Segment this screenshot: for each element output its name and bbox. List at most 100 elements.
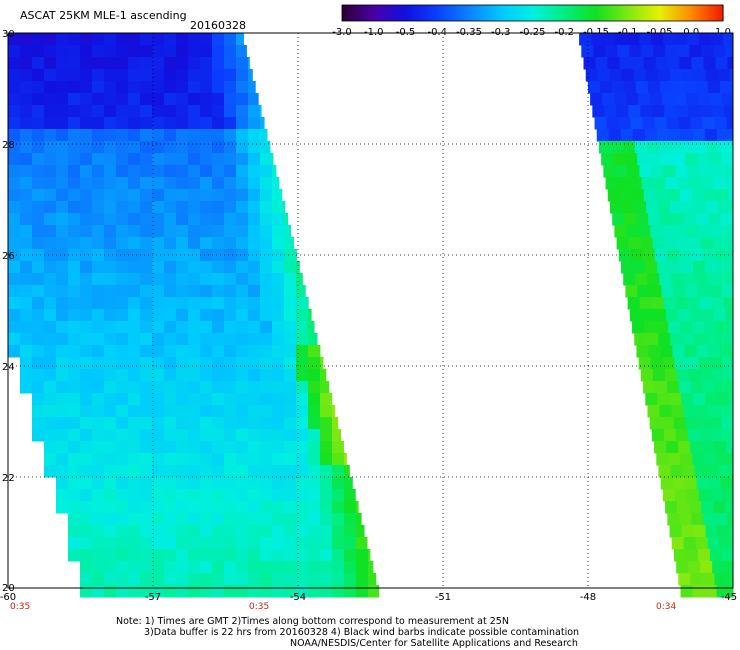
wind-cell [667,381,680,394]
wind-cell [212,285,225,298]
wind-cell [8,81,21,94]
wind-cell [663,297,677,310]
wind-cell [689,45,702,58]
wind-cell [678,573,691,586]
wind-cell [272,285,285,298]
wind-cell [128,237,141,250]
wind-cell [224,189,237,202]
wind-cell [591,33,604,46]
wind-cell [344,549,357,562]
wind-cell [44,177,57,190]
wind-cell [224,501,237,514]
colorbar-segment [500,5,534,21]
wind-cell [697,549,711,562]
wind-cell [691,57,705,70]
wind-cell [621,201,635,214]
wind-cell [80,105,93,118]
wind-cell [68,81,81,94]
wind-cell [236,309,249,322]
wind-cell [164,465,177,478]
wind-cell [104,309,117,322]
wind-cell [248,165,261,178]
wind-cell [68,537,81,550]
wind-cell [284,357,297,370]
wind-cell [80,537,93,550]
wind-cell [260,405,273,418]
wind-cell [44,309,57,322]
wind-cell [188,549,201,562]
wind-cell [188,93,201,106]
wind-cell [704,321,717,334]
wind-cell [80,417,93,430]
wind-cell [272,237,285,250]
wind-cell [284,501,297,514]
wind-cell [200,57,213,70]
wind-cell [128,321,141,334]
wind-cell [80,309,93,322]
wind-cell [188,321,201,334]
wind-cell [651,429,665,442]
wind-cell [128,513,141,526]
wind-cell [296,321,309,334]
wind-cell [236,501,249,514]
wind-cell [272,465,285,478]
wind-cell [726,249,734,262]
wind-cell [176,189,189,202]
wind-cell [272,201,285,214]
wind-cell [176,261,189,274]
wind-cell [20,57,33,70]
wind-cell [236,153,249,166]
wind-cell [176,549,189,562]
wind-cell [236,165,249,178]
wind-cell [657,201,671,214]
wind-cell [176,309,189,322]
wind-cell [176,381,189,394]
wind-cell [200,93,213,106]
wind-cell [260,393,273,406]
wind-cell [260,261,273,274]
wind-cell [722,225,734,238]
wind-cell [32,189,45,202]
wind-cell [200,441,213,454]
colorbar-segment [373,5,407,21]
wind-cell [128,477,141,490]
wind-cell [80,561,93,574]
wind-cell [176,369,189,382]
wind-cell [272,165,277,178]
wind-cell [663,33,676,46]
wind-cell [634,333,647,346]
wind-cell [272,393,285,406]
lat-tick-label: 26 [2,251,15,262]
wind-cell [260,417,273,430]
wind-cell [200,33,213,46]
wind-cell [707,81,721,94]
wind-cell [683,273,696,286]
wind-cell [284,333,297,346]
wind-cell [80,393,93,406]
wind-cell [140,129,153,142]
wind-cell [695,537,709,550]
wind-cell [651,165,664,178]
wind-cell [689,501,702,514]
wind-cell [128,357,141,370]
wind-cell [212,213,225,226]
wind-cell [176,537,189,550]
wind-cell [272,345,285,358]
wind-cell [176,213,189,226]
wind-cell [320,489,333,502]
wind-cell [638,93,651,106]
footer-note-1: Note: 1) Times are GMT 2)Times along bot… [116,616,509,627]
wind-cell [626,225,639,238]
wind-cell [8,213,21,226]
wind-cell [640,237,654,250]
wind-cell [710,489,724,502]
wind-cell [695,81,709,94]
wind-cell [669,525,683,538]
wind-cell [128,57,141,70]
wind-cell [140,165,153,178]
wind-cell [629,309,643,322]
wind-cell [224,393,237,406]
wind-cell [672,213,685,226]
wind-cell [32,345,45,358]
wind-cell [725,309,734,322]
